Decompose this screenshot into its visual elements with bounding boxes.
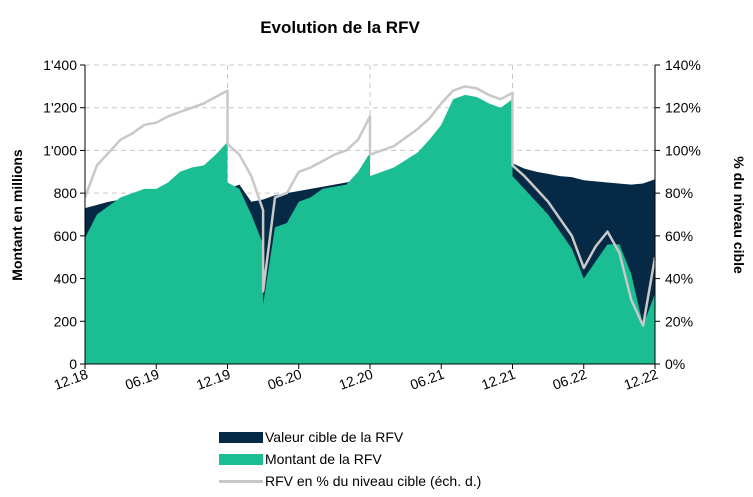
ratio-line [83,85,657,327]
y2-tick-label: 140% [665,57,701,73]
x-tick-label: 06.22 [550,366,589,393]
x-tick-label: 06.19 [123,366,162,393]
line-series [83,85,657,327]
legend-item-ratio: RFV en % du niveau cible (éch. d.) [219,470,481,492]
legend-swatch-amount [219,453,263,465]
y-tick-label: 200 [54,313,78,329]
y2-tick-label: 60% [665,228,693,244]
legend-label-amount: Montant de la RFV [265,451,382,467]
x-tick-label: 06.21 [408,366,447,393]
x-tick-label: 06.20 [265,366,304,393]
y-tick-label: 1'200 [43,100,77,116]
x-tick-label: 12.20 [337,366,376,393]
legend-swatch-ratio [219,479,263,483]
y-tick-label: 800 [54,185,78,201]
y2-tick-label: 0% [665,356,685,372]
y2-tick-label: 20% [665,313,693,329]
legend: Valeur cible de la RFV Montant de la RFV… [219,426,481,492]
y2-tick-label: 100% [665,142,701,158]
y-tick-label: 1'400 [43,57,77,73]
legend-label-target: Valeur cible de la RFV [265,429,404,445]
legend-swatch-target [219,431,263,443]
y-axis-title: Montant en millions [9,149,25,281]
chart-area: 0 200 400 600 800 1'000 1'200 1'400 0% 20% 40% 60% 8… [9,57,747,393]
legend-item-amount: Montant de la RFV [219,448,481,470]
y-tick-label: 0 [69,356,77,372]
x-tick-label: 12.18 [52,366,91,393]
legend-item-target: Valeur cible de la RFV [219,426,481,448]
x-tick-label: 12.21 [479,366,518,393]
y2-tick-label: 120% [665,100,701,116]
y-tick-label: 1'000 [43,142,77,158]
x-tick-label: 12.22 [622,366,661,393]
axes [80,64,660,369]
chart-title: Evolution de la RFV [260,18,420,37]
y-tick-label: 600 [54,228,78,244]
y2-tick-label: 40% [665,271,693,287]
x-tick-label: 12.19 [194,366,233,393]
area-series [85,94,655,365]
y-tick-label: 400 [54,271,78,287]
y2-tick-label: 80% [665,185,693,201]
y2-axis-title: % du niveau cible [731,156,747,274]
legend-label-ratio: RFV en % du niveau cible (éch. d.) [265,473,482,489]
